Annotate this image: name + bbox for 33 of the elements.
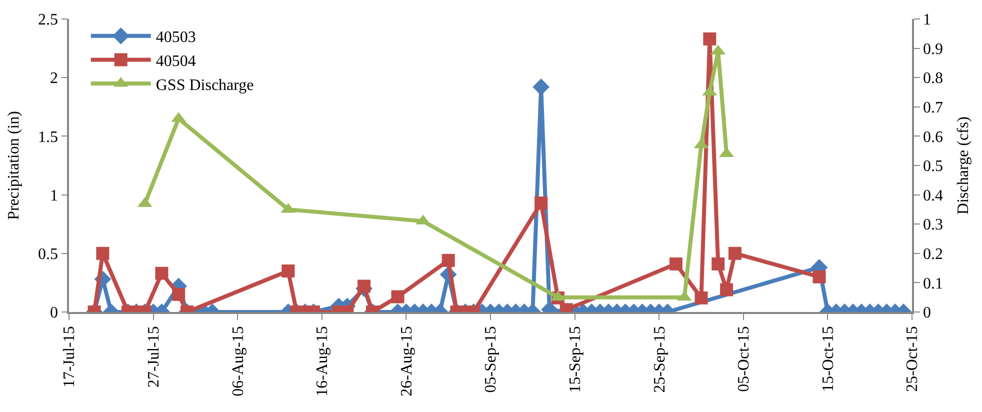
x-tick-label: 26-Aug-15	[398, 326, 416, 396]
y2-tick-label: 0.6	[922, 128, 943, 146]
y2-tick-label: 0.4	[922, 187, 943, 204]
legend-label: 40504	[156, 52, 196, 70]
x-tick-label: 15-Sep-15	[567, 326, 584, 393]
y2-tick-label: 0.3	[922, 216, 943, 234]
y-tick-label: 2	[50, 70, 58, 88]
x-tick-label: 06-Aug-15	[230, 326, 247, 396]
x-tick-label: 17-Jul-15	[61, 326, 78, 388]
y2-tick-label: 0.8	[922, 70, 943, 88]
x-tick-label: 05-Sep-15	[482, 326, 500, 393]
legend-label: GSS Discharge	[156, 76, 254, 94]
y2-tick-label: 0.9	[922, 40, 943, 58]
x-tick-label: 27-Jul-15	[146, 326, 162, 388]
y2-tick-label: 0.5	[922, 158, 943, 176]
y2-tick-label: 0	[922, 304, 931, 322]
legend-label: 40503	[156, 29, 196, 46]
y-tick-label: 1	[50, 187, 58, 204]
x-tick-label: 05-Oct-15	[736, 326, 753, 392]
y2-tick-label: 0.1	[922, 275, 943, 292]
x-tick-label: 25-Oct-15	[904, 326, 922, 392]
y-tick-label: 0	[50, 304, 58, 322]
y2-tick-label: 0.2	[922, 246, 943, 263]
y-tick-label: 1.5	[38, 128, 58, 146]
y-tick-label: 2.5	[38, 12, 58, 29]
x-tick-label: 25-Sep-15	[651, 326, 668, 393]
y2-axis-title: Discharge (cfs)	[955, 116, 972, 214]
x-tick-label: 16-Aug-15	[314, 326, 332, 396]
y2-tick-label: 0.7	[922, 100, 943, 116]
y-tick-label: 0.5	[38, 246, 58, 263]
y-axis-title: Precipitation (in)	[5, 111, 22, 220]
x-tick-label: 15-Oct-15	[820, 326, 837, 392]
y2-tick-label: 1	[922, 12, 931, 29]
